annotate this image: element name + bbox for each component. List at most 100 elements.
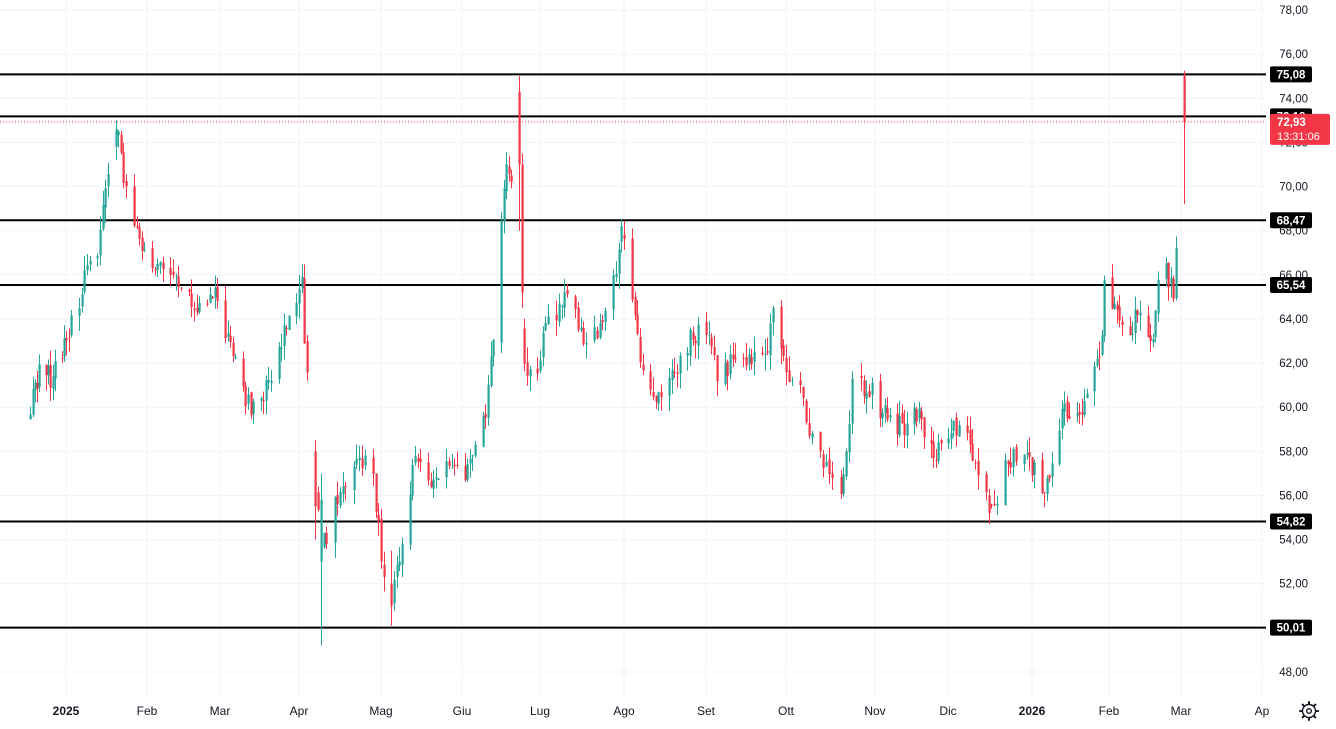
time-axis[interactable]: 2025 Feb Mar Apr Mag Giu Lug Ago Set Ott Nov Dic 202… xyxy=(53,704,1270,718)
x-tick-label: Giu xyxy=(453,704,472,718)
candle-body xyxy=(453,464,456,467)
candle-body xyxy=(558,303,561,323)
candle-body xyxy=(398,561,401,566)
candle-body xyxy=(1170,277,1173,286)
level-price-tag-label: 75,08 xyxy=(1277,69,1306,81)
y-tick-label: 48,00 xyxy=(1279,667,1308,679)
candle-body xyxy=(1154,310,1157,338)
candle-body xyxy=(881,412,884,419)
candle-body xyxy=(411,464,414,496)
candle-body xyxy=(336,495,339,504)
candle-body xyxy=(708,335,711,337)
level-price-tag xyxy=(1270,212,1312,229)
candle-body xyxy=(456,464,459,466)
candle-body xyxy=(505,164,508,192)
candle-body xyxy=(631,238,634,300)
candle-body xyxy=(1147,315,1150,338)
candle-body xyxy=(1026,453,1029,455)
candle-body xyxy=(848,423,851,453)
candle-body xyxy=(996,503,999,506)
candle-body xyxy=(692,332,695,340)
candle-body xyxy=(1157,279,1160,314)
candle-body xyxy=(860,375,863,379)
candle-body xyxy=(154,269,157,271)
candle-body xyxy=(61,358,64,360)
level-price-tag xyxy=(1270,66,1312,83)
x-tick-label: 2026 xyxy=(1019,704,1046,718)
candle-body xyxy=(487,384,490,418)
candle-body xyxy=(918,408,921,419)
candle-body xyxy=(288,315,291,330)
candle-body xyxy=(250,392,253,416)
candle-body xyxy=(1103,280,1106,337)
candle-body xyxy=(694,340,697,344)
candle-body xyxy=(676,372,679,374)
candle-body xyxy=(159,261,162,267)
level-price-tag-label: 54,82 xyxy=(1277,517,1306,529)
candle-body xyxy=(414,455,417,463)
candle-body xyxy=(544,323,547,331)
candle-body xyxy=(896,413,899,435)
candle-body xyxy=(120,134,123,153)
candle-body xyxy=(886,408,889,420)
candle-body xyxy=(734,358,737,360)
y-tick-label: 56,00 xyxy=(1279,490,1308,502)
candle-body xyxy=(601,319,604,323)
candle-body xyxy=(270,381,273,384)
candle-body xyxy=(283,325,286,347)
x-tick-label: Mar xyxy=(1171,704,1192,718)
candle-body xyxy=(317,492,320,510)
candle-body xyxy=(1152,338,1155,343)
candle-body xyxy=(636,314,639,334)
candle-body xyxy=(469,458,472,464)
candle-body xyxy=(1023,454,1026,465)
candle-body xyxy=(54,361,57,379)
candle-body xyxy=(1033,462,1036,475)
last-price-label: 72,93 xyxy=(1277,117,1306,129)
candle-body xyxy=(353,466,356,491)
x-tick-label: Mar xyxy=(210,704,231,718)
candle-body xyxy=(977,461,980,476)
candle-body xyxy=(604,310,607,323)
candle-body xyxy=(593,327,596,341)
candle-body xyxy=(660,391,663,397)
candle-body xyxy=(884,404,887,414)
candle-body xyxy=(966,425,969,434)
y-tick-label: 64,00 xyxy=(1279,314,1308,326)
candle-body xyxy=(214,287,217,298)
candle-body xyxy=(748,354,751,365)
candle-body xyxy=(1004,459,1007,506)
candle-body xyxy=(780,306,783,349)
candle-body xyxy=(122,152,125,184)
candle-body xyxy=(940,440,943,444)
candle-body xyxy=(716,355,719,382)
candle-body xyxy=(1131,333,1134,335)
candle-body xyxy=(822,454,825,469)
candle-body xyxy=(1048,475,1051,479)
candle-body xyxy=(193,308,196,311)
candle-body xyxy=(710,337,713,347)
candle-body xyxy=(889,415,892,418)
candle-body xyxy=(34,382,37,390)
candle-body xyxy=(401,544,404,565)
candle-body xyxy=(705,322,708,335)
candle-body xyxy=(1061,408,1064,429)
candle-body xyxy=(1068,416,1071,419)
candle-body xyxy=(732,354,735,360)
candle-body xyxy=(138,227,141,239)
candle-body xyxy=(673,371,676,374)
candle-body xyxy=(1098,356,1101,358)
candle-body xyxy=(679,355,682,374)
level-price-tag xyxy=(1270,276,1312,293)
candle-body xyxy=(409,494,412,545)
price-axis[interactable]: 78,0076,0074,0072,0070,0068,0066,0064,00… xyxy=(1279,5,1308,679)
candle-body xyxy=(585,343,588,345)
y-tick-label: 54,00 xyxy=(1279,535,1308,547)
candle-body xyxy=(32,388,35,415)
gear-icon[interactable] xyxy=(1298,700,1320,722)
candle-body xyxy=(657,392,660,404)
candle-body xyxy=(1046,478,1049,494)
candle-body xyxy=(689,329,692,357)
